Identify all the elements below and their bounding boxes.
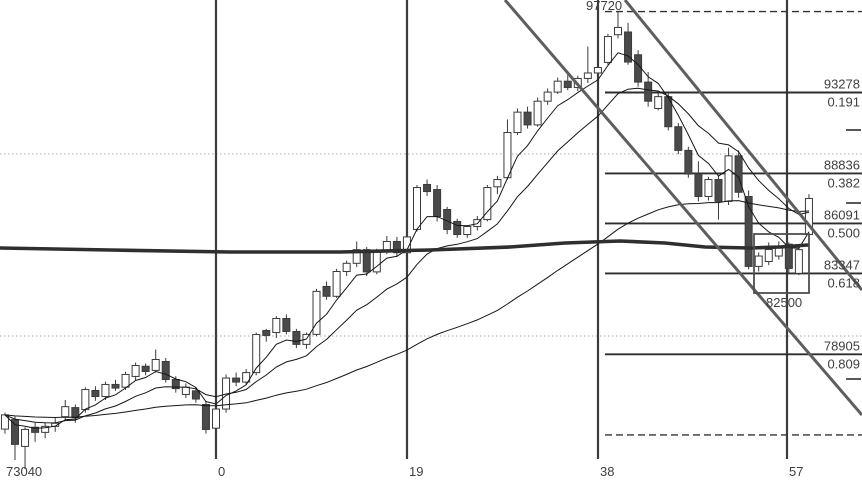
fib-price-label: 78905 — [824, 338, 860, 353]
candle-up — [553, 80, 562, 93]
price-box-label: 82500 — [766, 295, 802, 310]
candle-up — [543, 91, 552, 102]
candle-up — [593, 67, 602, 74]
candle-down — [624, 31, 633, 63]
fib-ratio-label: 0.382 — [827, 175, 860, 190]
candle-up — [533, 100, 542, 126]
candle-down — [744, 195, 753, 267]
candle-up — [352, 249, 361, 264]
candle-down — [634, 54, 643, 83]
fib-price-label: 83347 — [824, 257, 860, 272]
candle-up — [151, 358, 160, 371]
candle-up — [61, 406, 70, 418]
fib-ratio-label: 0.500 — [827, 225, 860, 240]
slow-ma-line[interactable] — [4, 200, 810, 419]
candle-down — [784, 243, 793, 269]
x-axis-label: 19 — [409, 464, 423, 479]
fib-ratio-label: 0.809 — [827, 356, 860, 371]
downtrend-line-2[interactable] — [623, 0, 862, 291]
candle-down — [644, 81, 653, 102]
candle-up — [503, 132, 512, 179]
candle-down — [734, 155, 743, 193]
candle-down — [141, 365, 150, 373]
fib-price-label: 93278 — [824, 77, 860, 92]
candle-down — [563, 80, 572, 89]
fib-ratio-label: 0.618 — [827, 275, 860, 290]
candle-up — [463, 226, 472, 236]
candle-up — [131, 365, 140, 377]
candle-down — [423, 183, 432, 193]
fib-price-label: 97720 — [586, 0, 622, 13]
candle-down — [684, 149, 693, 175]
x-axis-label: 57 — [789, 464, 803, 479]
candle-down — [674, 126, 683, 151]
candle-up — [794, 249, 803, 274]
candle-up — [413, 187, 421, 230]
candle-up — [342, 262, 351, 273]
candle-up — [583, 72, 592, 79]
candle-down — [111, 383, 120, 389]
candle-down — [31, 426, 40, 433]
candle-up — [614, 26, 622, 36]
candle-down — [161, 360, 170, 381]
candle-up — [704, 179, 713, 197]
price-box[interactable] — [753, 233, 810, 294]
candle-down — [433, 189, 442, 218]
candle-up — [603, 36, 612, 63]
downtrend-line-1[interactable] — [503, 0, 862, 416]
candle-down — [171, 379, 180, 390]
candle-up — [483, 187, 492, 221]
fib-price-label: 86091 — [824, 207, 860, 222]
candle-up — [654, 96, 663, 109]
candle-down — [91, 389, 100, 397]
candle-up — [101, 383, 110, 397]
medium-ma-line[interactable] — [4, 87, 810, 424]
candle-up — [312, 290, 321, 335]
fib-price-label: 88836 — [824, 157, 860, 172]
x-axis-label: 73040 — [6, 464, 42, 479]
x-axis-label: 38 — [600, 464, 614, 479]
candle-down — [523, 111, 532, 126]
candle-up — [724, 155, 733, 202]
candle-up — [272, 318, 281, 334]
candle-down — [201, 403, 210, 430]
candle-down — [714, 179, 723, 202]
candle-up — [493, 179, 502, 188]
candle-down — [232, 377, 241, 383]
candle-down — [191, 390, 200, 400]
candle-up — [41, 425, 50, 433]
candle-down — [392, 240, 401, 254]
candle-down — [292, 330, 301, 345]
fib-ratio-label: 0.191 — [827, 95, 860, 110]
candle-up — [81, 389, 90, 411]
candle-up — [212, 408, 220, 429]
candle-up — [774, 247, 783, 257]
candle-down — [694, 173, 703, 197]
candle-up — [242, 372, 251, 383]
candle-up — [21, 428, 30, 447]
candle-down — [11, 419, 19, 445]
candle-down — [322, 285, 331, 297]
candle-up — [402, 236, 411, 254]
x-axis-label: 0 — [218, 464, 225, 479]
long-ma-line[interactable] — [0, 239, 810, 254]
candle-up — [252, 334, 261, 374]
candle-down — [453, 220, 462, 236]
candle-up — [332, 271, 341, 297]
candle-up — [754, 255, 763, 267]
candle-down — [282, 318, 291, 332]
candle-up — [764, 248, 773, 262]
candle-up — [513, 111, 522, 134]
candle-up — [121, 373, 130, 388]
candle-up — [181, 386, 190, 395]
candle-down — [262, 330, 271, 336]
